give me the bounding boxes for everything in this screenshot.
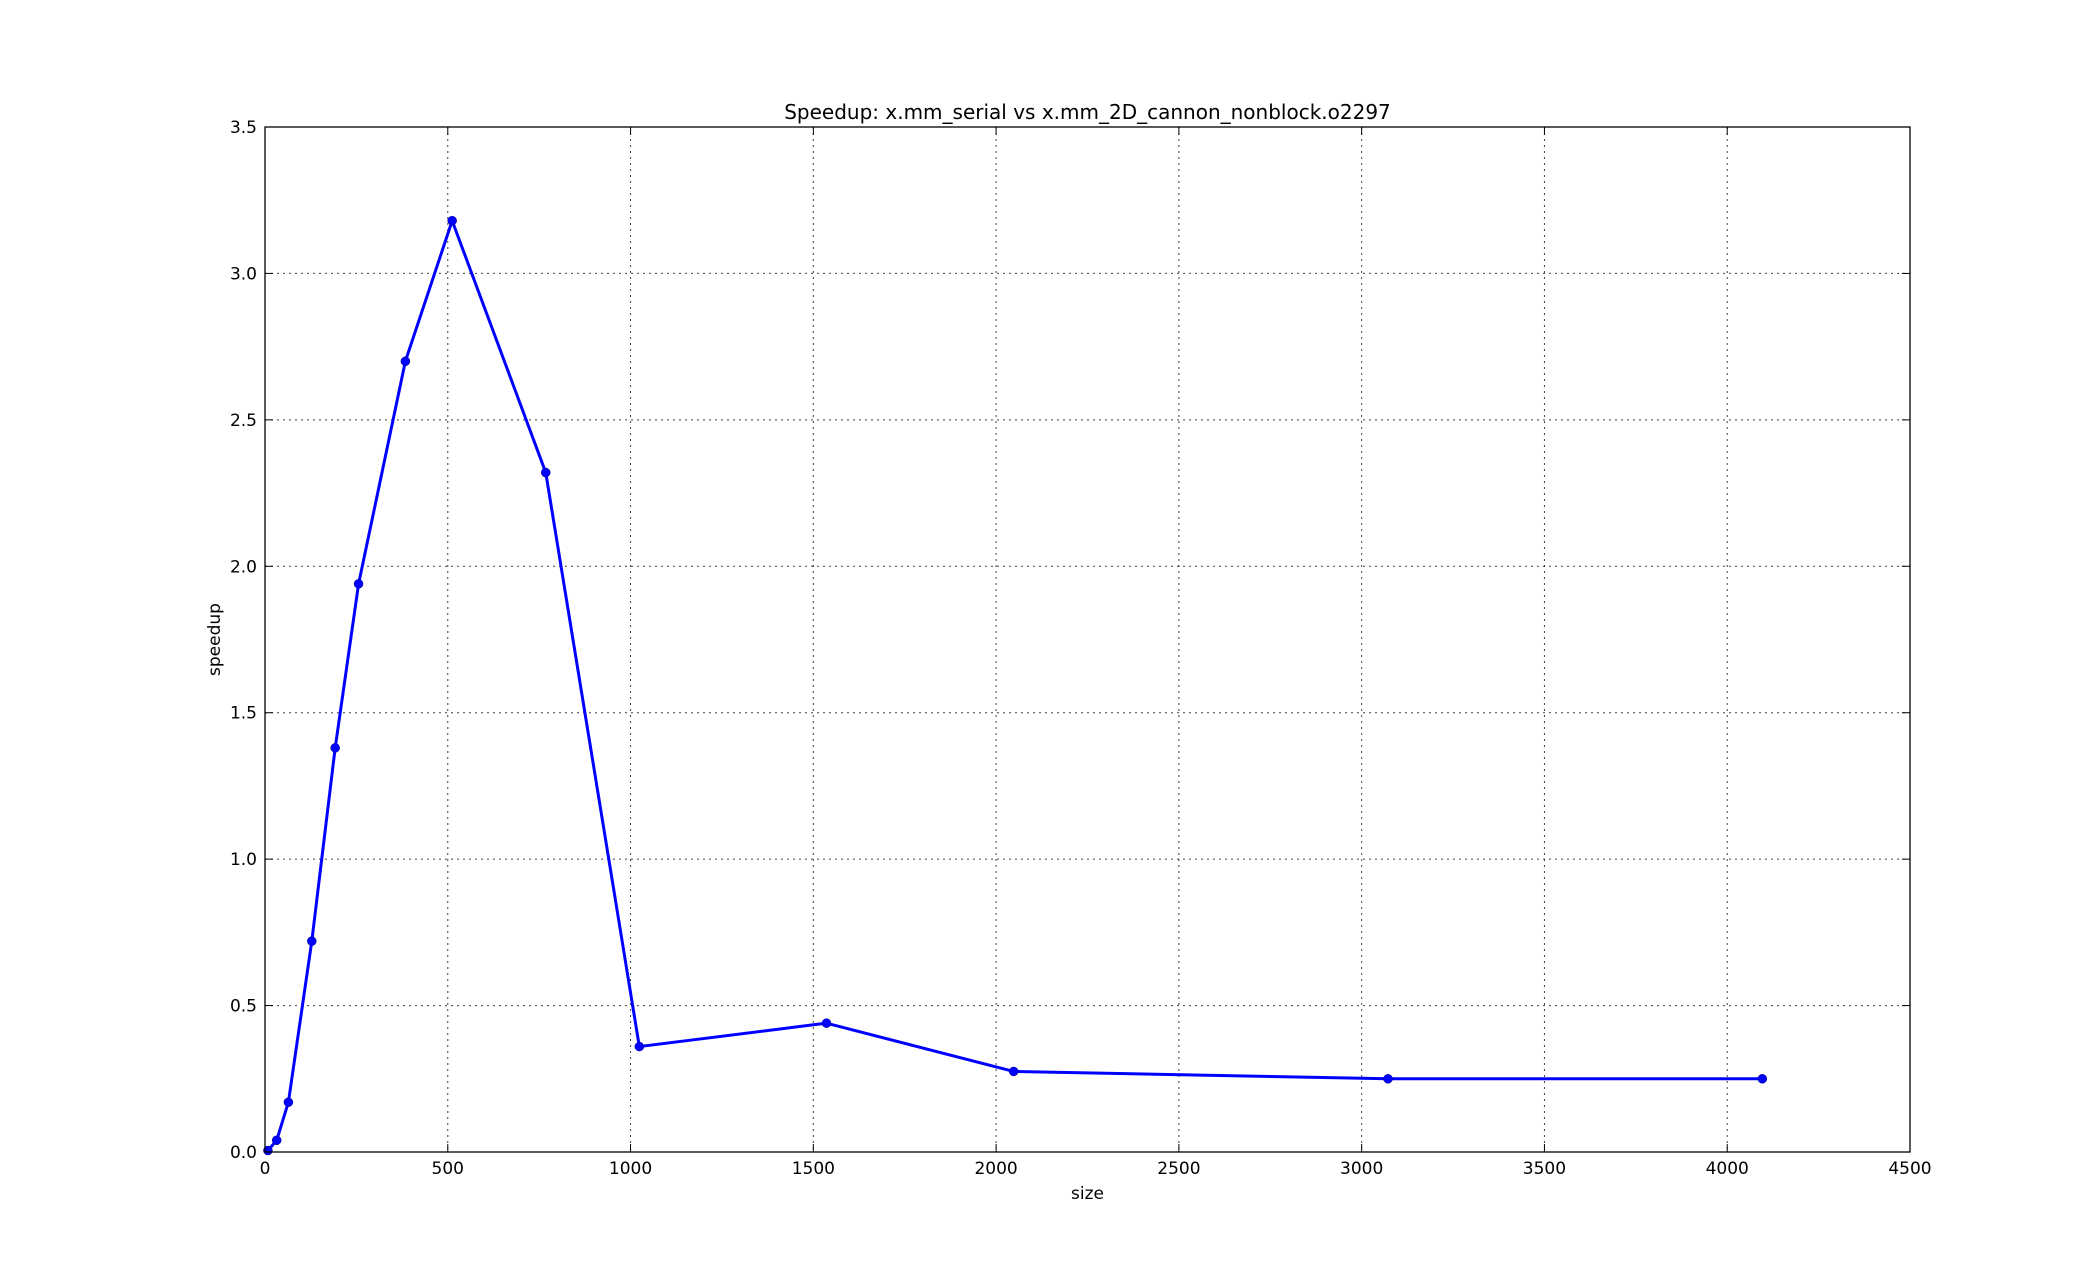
data-point (307, 936, 317, 946)
y-tick-label: 0.0 (230, 1143, 257, 1163)
x-tick-label: 4000 (1706, 1159, 1749, 1179)
x-tick-label: 3500 (1523, 1159, 1566, 1179)
data-point (330, 743, 340, 753)
y-tick-label: 0.5 (230, 997, 257, 1017)
y-tick-label: 1.0 (230, 850, 257, 870)
data-point (283, 1097, 294, 1107)
series-line (266, 219, 1763, 1152)
data-point (400, 356, 411, 367)
series-layer (263, 215, 1768, 1156)
data-point (263, 1145, 273, 1156)
x-tick-label: 0 (260, 1159, 271, 1179)
x-tick-label: 2000 (974, 1159, 1017, 1179)
x-tick-label: 1000 (609, 1159, 652, 1179)
y-tick-label: 1.5 (230, 704, 257, 724)
y-axis-label: speedup (205, 603, 225, 676)
data-point (353, 579, 364, 589)
data-point (271, 1135, 282, 1146)
y-tick-label: 2.5 (230, 411, 257, 431)
data-point (540, 467, 551, 478)
data-point (447, 215, 457, 226)
x-tick-label: 2500 (1157, 1159, 1200, 1179)
data-point (634, 1041, 645, 1052)
x-tick-label: 500 (432, 1159, 464, 1179)
data-point (1383, 1074, 1393, 1084)
grid-layer (265, 127, 1910, 1152)
data-point (1757, 1074, 1768, 1084)
y-tick-label: 3.5 (230, 118, 257, 138)
x-tick-label: 1500 (792, 1159, 835, 1179)
x-tick-label: 3000 (1340, 1159, 1383, 1179)
x-axis-label: size (1071, 1184, 1104, 1204)
x-tick-label: 4500 (1888, 1159, 1931, 1179)
data-point (1008, 1066, 1019, 1077)
chart-title: Speedup: x.mm_serial vs x.mm_2D_cannon_n… (784, 100, 1391, 124)
data-point (821, 1018, 832, 1028)
tick-layer: 0 500 1000 1500 2000 2500 3000 3500 4000 4500 0.0 0… (230, 118, 1932, 1179)
y-tick-label: 2.0 (230, 557, 257, 577)
plot-frame (264, 126, 1911, 1153)
y-tick-label: 3.0 (230, 264, 257, 284)
